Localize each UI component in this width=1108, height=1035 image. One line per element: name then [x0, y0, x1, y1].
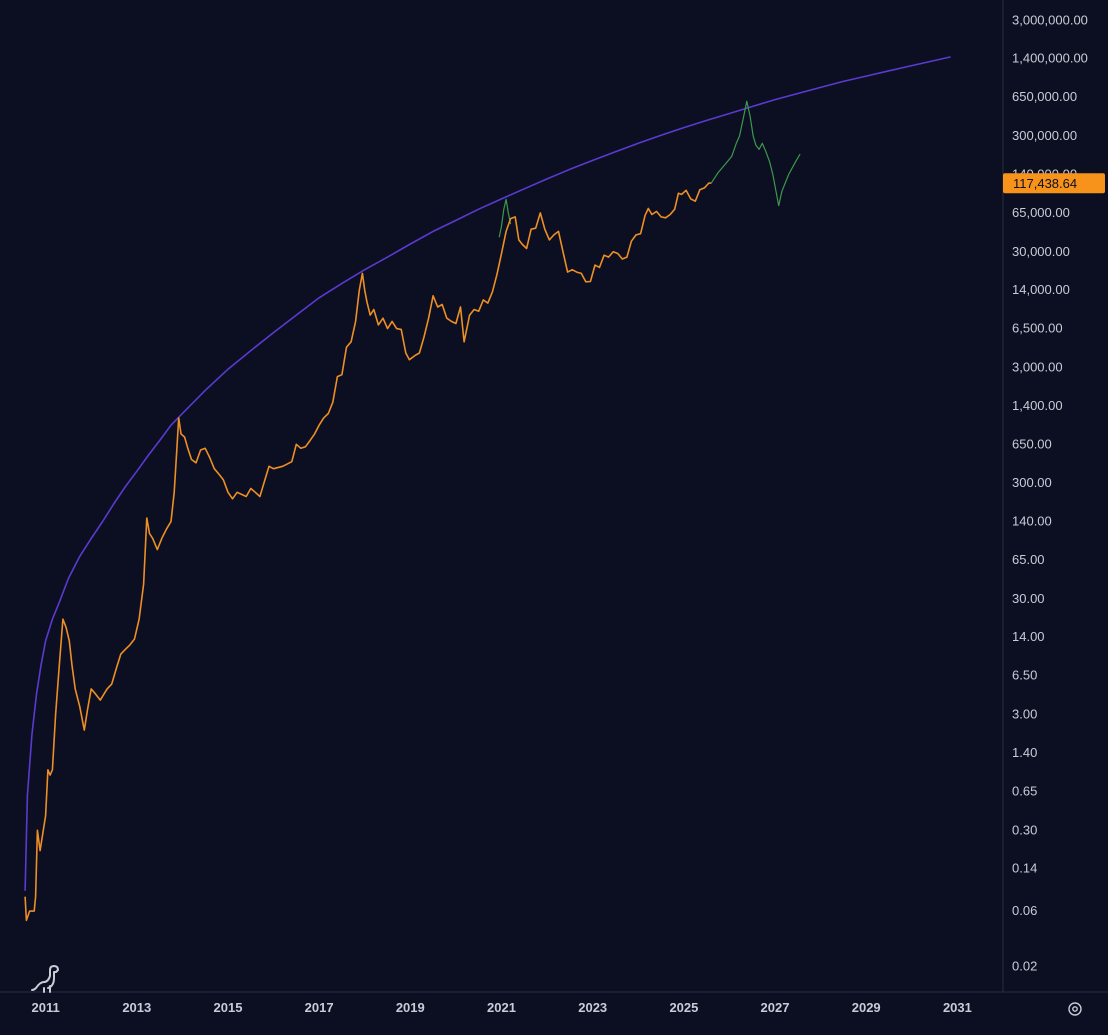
dinosaur-logo-icon — [31, 965, 59, 993]
projection-series-line-2 — [498, 198, 512, 238]
y-tick-label: 14,000.00 — [1012, 282, 1070, 297]
y-tick-label: 650.00 — [1012, 436, 1052, 451]
x-tick-label: 2021 — [487, 1000, 516, 1015]
last-price-tag-background — [1003, 173, 1105, 194]
x-tick-label: 2017 — [305, 1000, 334, 1015]
y-tick-label: 1,400.00 — [1012, 398, 1063, 413]
y-tick-label: 65.00 — [1012, 552, 1045, 567]
y-tick-label: 0.14 — [1012, 861, 1037, 876]
y-tick-label: 650,000.00 — [1012, 89, 1077, 104]
y-tick-label: 3,000,000.00 — [1012, 12, 1088, 27]
x-tick-label: 2031 — [943, 1000, 972, 1015]
gear-icon[interactable] — [1068, 1002, 1082, 1016]
y-tick-label: 0.30 — [1012, 822, 1037, 837]
y-tick-label: 1.40 — [1012, 745, 1037, 760]
series-layer — [24, 56, 951, 922]
y-tick-label: 0.02 — [1012, 958, 1037, 973]
last-price-tag: 117,438.64 — [1003, 173, 1105, 194]
time-axis[interactable]: 2011 2013 2015 2017 2019 2021 2023 2025 2027 2029… — [31, 1000, 971, 1015]
y-tick-label: 0.06 — [1012, 903, 1037, 918]
x-tick-label: 2011 — [31, 1000, 59, 1015]
projection-series-line-1 — [710, 100, 801, 207]
y-tick-label: 140.00 — [1012, 514, 1052, 529]
y-tick-label: 300,000.00 — [1012, 128, 1077, 143]
x-tick-label: 2015 — [214, 1000, 243, 1015]
x-tick-label: 2029 — [852, 1000, 881, 1015]
y-tick-label: 65,000.00 — [1012, 205, 1070, 220]
x-tick-label: 2013 — [122, 1000, 151, 1015]
y-tick-label: 3.00 — [1012, 707, 1037, 722]
x-tick-label: 2025 — [669, 1000, 698, 1015]
y-tick-label: 3,000.00 — [1012, 360, 1063, 375]
y-tick-label: 30.00 — [1012, 591, 1045, 606]
last-price-label: 117,438.64 — [1013, 176, 1077, 191]
y-tick-label: 1,400,000.00 — [1012, 51, 1088, 66]
x-tick-label: 2027 — [761, 1000, 790, 1015]
y-tick-label: 0.65 — [1012, 783, 1037, 798]
y-tick-label: 6,500.00 — [1012, 321, 1063, 336]
x-tick-label: 2023 — [578, 1000, 607, 1015]
y-tick-label: 300.00 — [1012, 475, 1052, 490]
price-series-line-0 — [24, 182, 712, 922]
x-tick-label: 2019 — [396, 1000, 425, 1015]
y-tick-label: 30,000.00 — [1012, 244, 1070, 259]
curve-series-line-3 — [24, 56, 951, 891]
y-tick-label: 14.00 — [1012, 629, 1045, 644]
y-tick-label: 6.50 — [1012, 668, 1037, 683]
